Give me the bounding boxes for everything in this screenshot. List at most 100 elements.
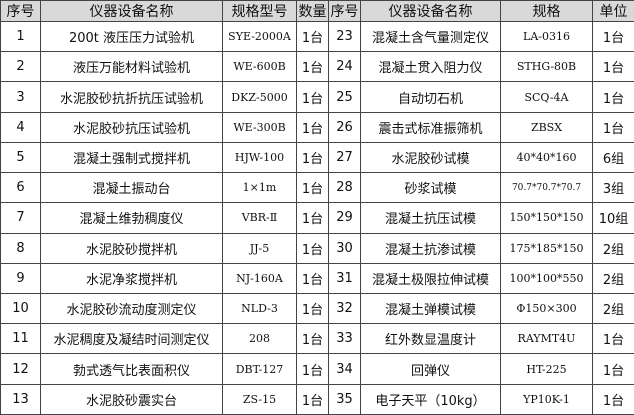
table-cell: 1×1m: [222, 172, 297, 204]
table-cell: DBT-127: [222, 353, 297, 385]
table-cell: 1台: [296, 353, 329, 385]
table-cell: 10: [0, 292, 41, 325]
table-cell: 1台: [296, 323, 329, 355]
table-cell: 6: [0, 172, 41, 204]
table-cell: 1台: [296, 111, 329, 143]
table-cell: 电子天平（10kg）: [360, 383, 501, 415]
table-cell: 31: [328, 262, 361, 294]
table-cell: STHG-80B: [500, 51, 593, 83]
table-cell: 1台: [592, 111, 634, 143]
table-cell: 11: [0, 323, 41, 355]
table-row: 1 200t 液压压力试验机 SYE-2000A 1台 23 混凝土含气量测定仪 LA-03…: [0, 20, 634, 53]
table-cell: 1台: [592, 383, 634, 415]
table-cell: 2: [0, 51, 41, 83]
table-cell: 1台: [592, 81, 634, 113]
table-body: 1 200t 液压压力试验机 SYE-2000A 1台 23 混凝土含气量测定仪 LA-03…: [0, 20, 634, 415]
table-cell: 1台: [296, 172, 329, 204]
header-cell: 规格: [500, 0, 593, 22]
table-cell: 10组: [592, 202, 634, 234]
table-cell: 混凝土极限拉伸试模: [360, 262, 501, 294]
table-cell: 1台: [296, 51, 329, 83]
table-cell: Φ150×300: [500, 292, 593, 325]
table-cell: WE-300B: [222, 111, 297, 143]
table-row: 8 水泥胶砂搅拌机 JJ-5 1台 30 混凝土抗渗试模 175*185*150 2组: [0, 232, 634, 264]
table-cell: 混凝土振动台: [40, 172, 223, 204]
table-cell: 水泥胶砂抗压试验机: [40, 111, 223, 143]
table-cell: 1台: [592, 51, 634, 83]
table-cell: 水泥胶砂抗折抗压试验机: [40, 81, 223, 113]
table-cell: 8: [0, 232, 41, 264]
table-cell: 水泥胶砂流动度测定仪: [40, 292, 223, 325]
table-row: 11 水泥稠度及凝结时间测定仪 208 1台 33 红外数显温度计 RAYMT4U 1台: [0, 323, 634, 355]
table-cell: 5: [0, 141, 41, 174]
table-cell: 24: [328, 51, 361, 83]
table-cell: 混凝土抗渗试模: [360, 232, 501, 264]
table-cell: 液压万能材料试验机: [40, 51, 223, 83]
table-cell: 水泥胶砂震实台: [40, 383, 223, 415]
table-cell: 40*40*160: [500, 141, 593, 174]
table-row: 4 水泥胶砂抗压试验机 WE-300B 1台 26 震击式标准振筛机 ZBSX 1台: [0, 111, 634, 143]
table-cell: 1: [0, 20, 41, 53]
table-cell: 26: [328, 111, 361, 143]
table-cell: 29: [328, 202, 361, 234]
table-cell: 32: [328, 292, 361, 325]
table-cell: 30: [328, 232, 361, 264]
table-cell: ZBSX: [500, 111, 593, 143]
table-cell: 23: [328, 20, 361, 53]
table-cell: 175*185*150: [500, 232, 593, 264]
table-cell: 混凝土强制式搅拌机: [40, 141, 223, 174]
table-cell: 33: [328, 323, 361, 355]
table-cell: 35: [328, 383, 361, 415]
table-cell: 34: [328, 353, 361, 385]
table-cell: 150*150*150: [500, 202, 593, 234]
table-cell: NLD-3: [222, 292, 297, 325]
header-cell: 数量: [296, 0, 329, 22]
table-cell: 2组: [592, 262, 634, 294]
table-cell: 砂浆试模: [360, 172, 501, 204]
table-cell: 回弹仪: [360, 353, 501, 385]
header-row: 序号 仪器设备名称 规格型号 数量 序号 仪器设备名称 规格 单位: [0, 0, 634, 22]
table-cell: 水泥胶砂试模: [360, 141, 501, 174]
table-cell: 3组: [592, 172, 634, 204]
table-cell: ZS-15: [222, 383, 297, 415]
table-cell: 1台: [296, 292, 329, 325]
table-cell: 混凝土含气量测定仪: [360, 20, 501, 53]
table-cell: 1台: [296, 81, 329, 113]
table-cell: 1台: [592, 353, 634, 385]
header-cell: 序号: [0, 0, 41, 22]
table-cell: 2组: [592, 292, 634, 325]
table-cell: 1台: [296, 232, 329, 264]
table-row: 2 液压万能材料试验机 WE-600B 1台 24 混凝土贯入阻力仪 STHG-80B 1台: [0, 51, 634, 83]
table-row: 12 勃式透气比表面积仪 DBT-127 1台 34 回弹仪 HT-225 1台: [0, 353, 634, 385]
table-cell: 1台: [296, 141, 329, 174]
header-cell: 仪器设备名称: [360, 0, 501, 22]
header-cell: 仪器设备名称: [40, 0, 223, 22]
table-cell: 水泥净浆搅拌机: [40, 262, 223, 294]
table-cell: 混凝土维勃稠度仪: [40, 202, 223, 234]
table-cell: SYE-2000A: [222, 20, 297, 53]
table-row: 13 水泥胶砂震实台 ZS-15 1台 35 电子天平（10kg） YP10K-1 1台: [0, 383, 634, 415]
table-cell: 2组: [592, 232, 634, 264]
table-row: 3 水泥胶砂抗折抗压试验机 DKZ-5000 1台 25 自动切石机 SCQ-4A 1台: [0, 81, 634, 113]
table-cell: WE-600B: [222, 51, 297, 83]
table-cell: DKZ-5000: [222, 81, 297, 113]
table-cell: NJ-160A: [222, 262, 297, 294]
table-cell: 208: [222, 323, 297, 355]
table-cell: 1台: [592, 323, 634, 355]
table-cell: 1台: [296, 262, 329, 294]
table-row: 7 混凝土维勃稠度仪 VBR-Ⅱ 1台 29 混凝土抗压试模 150*150*150 10组: [0, 202, 634, 234]
table-cell: 混凝土贯入阻力仪: [360, 51, 501, 83]
table-cell: 水泥稠度及凝结时间测定仪: [40, 323, 223, 355]
table-row: 9 水泥净浆搅拌机 NJ-160A 1台 31 混凝土极限拉伸试模 100*100*550 2…: [0, 262, 634, 294]
table-cell: 1台: [296, 383, 329, 415]
table-cell: 27: [328, 141, 361, 174]
header-cell: 单位: [592, 0, 634, 22]
table-cell: 1台: [296, 20, 329, 53]
table-cell: 自动切石机: [360, 81, 501, 113]
table-cell: 9: [0, 262, 41, 294]
table-cell: 混凝土抗压试模: [360, 202, 501, 234]
table-row: 6 混凝土振动台 1×1m 1台 28 砂浆试模 70.7*70.7*70.7 3组: [0, 172, 634, 204]
table-cell: 13: [0, 383, 41, 415]
table-cell: 7: [0, 202, 41, 234]
table-cell: 震击式标准振筛机: [360, 111, 501, 143]
